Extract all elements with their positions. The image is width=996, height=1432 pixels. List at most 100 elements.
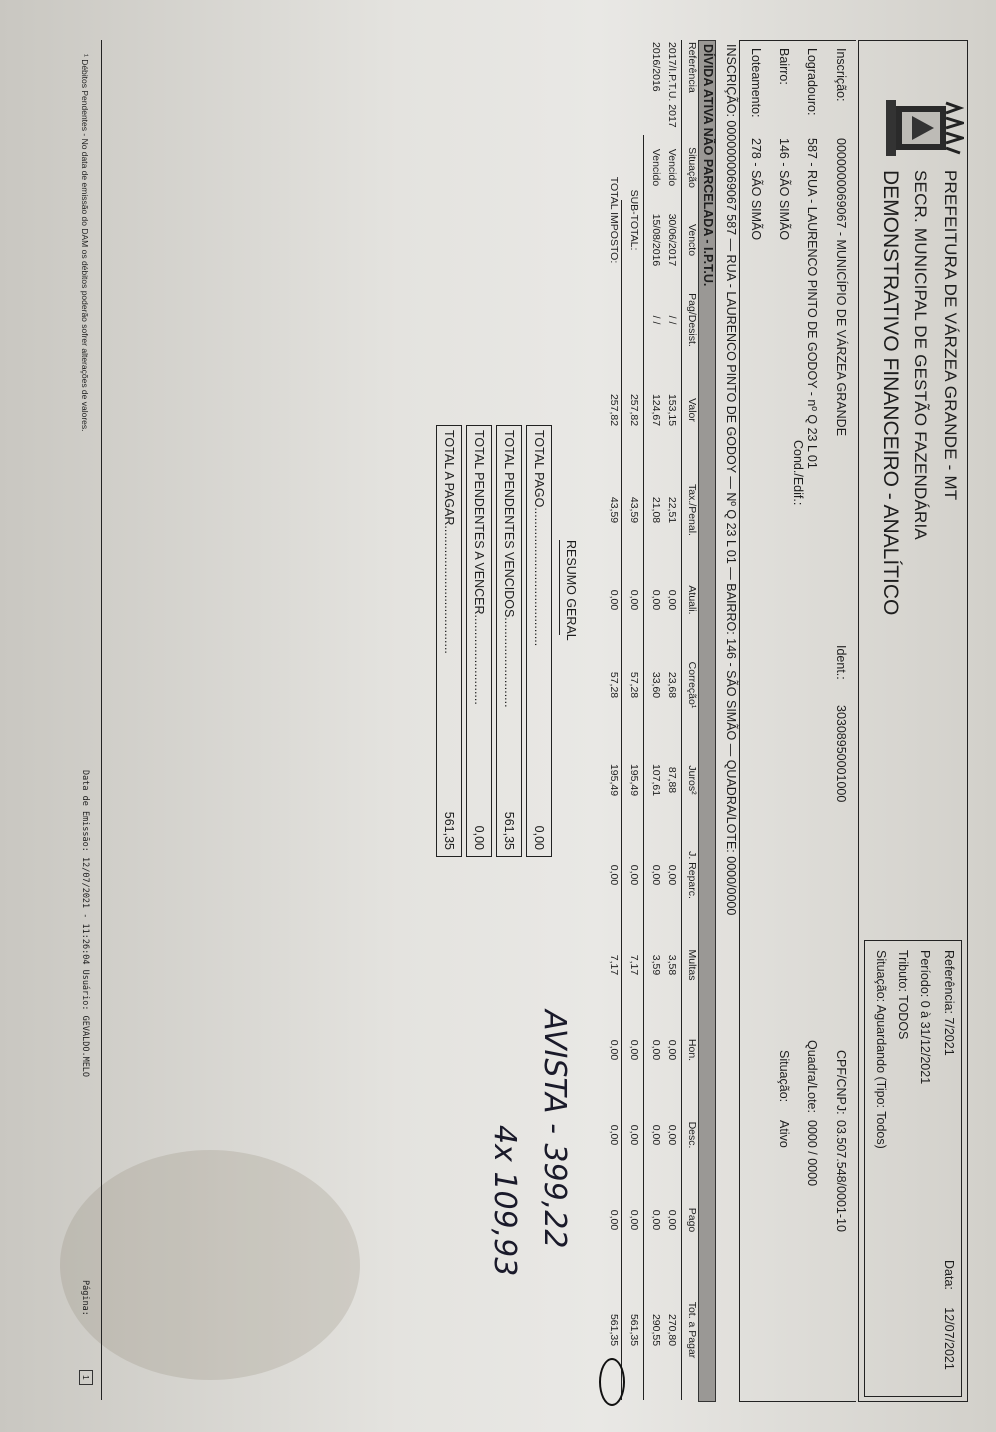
cell-11: 0,00 [608,1039,620,1061]
data-value: 12/07/2021 [942,1307,956,1370]
footer-divider [101,40,102,1400]
cell-14: Tot. a Pagar [686,1301,698,1359]
coffee-stain [60,1150,360,1380]
pagina-label: Página: [80,1280,90,1316]
cell-12: 0,00 [666,1124,678,1146]
cell-12: Desc. [686,1121,698,1149]
situacao-info-value: Ativo [777,1120,791,1148]
cell-11: 0,00 [666,1039,678,1061]
cell-6: Atuali. [686,585,698,615]
cell-13: 0,00 [608,1209,620,1231]
cell-6: 0,00 [628,589,640,611]
municipal-crest-logo [886,100,964,156]
cell-8: 195,49 [628,763,640,797]
cell-1: Situação [686,147,698,188]
handwritten-cash-price: AVISTA - 399,22 [537,1010,572,1249]
cell-14: 290,55 [650,1313,662,1347]
cell-12: 0,00 [628,1124,640,1146]
handwritten-circle [599,1358,625,1406]
page-title: DEMONSTRATIVO FINANCEIRO - ANALÍTICO [879,170,902,616]
logradouro-value: 587 - RUA - LAURENCO PINTO DE GODOY - nº… [805,138,819,469]
cell-8: 87,88 [666,766,678,794]
emissao-info: Data de Emissão: 12/07/2021 - 11:26:04 U… [80,770,90,1078]
quadra-label: Quadra/Lote: [805,1040,819,1113]
cell-0: Referência [686,42,698,93]
cell-8: 107,61 [650,763,662,797]
cell-4: 153,15 [666,393,678,427]
ident-label: Ident.: [834,645,848,680]
cell-1: Vencido [650,148,662,187]
resumo-label: TOTAL PENDENTES VENCIDOS................… [502,430,516,708]
periodo-label: Período: [918,950,932,998]
cell-3: Pag/Desist. [686,293,698,347]
situacao-label: Situação: [874,950,888,1003]
tributo-label: Tributo: [896,950,910,992]
cell-10: Multas [686,949,698,981]
resumo-item: TOTAL PENDENTES VENCIDOS................… [496,425,522,857]
table-row: 2017/I.P.T.U. 2017 Vencido 30/06/2017 / / 15… [663,40,678,1400]
resumo-item: TOTAL PENDENTES A VENCER................… [466,425,492,857]
cell-2: 30/06/2017 [666,213,678,267]
table-header-row: Referência Situação Vencto Pag/Desist. Valor… [683,40,698,1400]
cell-10: 7,17 [628,954,640,976]
cell-0: 2017/I.P.T.U. 2017 [666,42,678,128]
handwritten-installments: 4x 109,93 [487,1125,522,1277]
data-label: Data: [942,1260,956,1290]
total-divider [621,200,622,1400]
cell-3: / / [666,315,678,325]
ident-value: 3030895000100​0 [834,705,848,803]
resumo-value: 0,00 [532,825,546,850]
cell-12: 0,00 [608,1124,620,1146]
pagina-value: 1 [79,1370,93,1385]
document: PREFEITURA DE VÁRZEA GRANDE - MT SECR. M… [22,40,982,1420]
cell-9: 0,00 [608,864,620,886]
cell-11: Hon. [686,1038,698,1062]
cell-9: J. Reparc. [686,851,698,899]
cell-5: 22,51 [666,496,678,524]
cell-2: Vencto [686,223,698,257]
cell-7: Correção¹ [686,661,698,709]
cell-0: 2016/2016 [650,42,662,92]
cell-12: 0,00 [650,1124,662,1146]
cpf-label: CPF/CNPJ: [834,1050,848,1115]
cell-2: 15/08/2016 [650,213,662,267]
cond-label: Cond./Edif.: [791,440,805,506]
cell-0: TOTAL IMPOSTO: [608,176,620,264]
cell-7: 23,68 [666,671,678,699]
inscricao-value: 0000000069067 - MUNICÍPIO DE VÁRZEA GRAN… [834,138,848,437]
cell-11: 0,00 [628,1039,640,1061]
cell-7: 57,28 [628,671,640,699]
situacao-info-label: Situação: [777,1050,791,1103]
cell-4: 257,82 [628,393,640,427]
cell-9: 0,00 [628,864,640,886]
header-line1: PREFEITURA DE VÁRZEA GRANDE - MT [941,170,960,501]
logradouro-label: Logradouro: [805,48,819,116]
resumo-label: TOTAL PENDENTES A VENCER................… [472,430,486,705]
cell-5: 21,08 [650,496,662,524]
cell-8: 195,49 [608,763,620,797]
cell-7: 57,28 [608,671,620,699]
cell-5: Tax./Penal. [686,484,698,536]
table-row: 2016/2016 Vencido 15/08/2016 / / 124,67 21,08… [647,40,662,1400]
cell-4: Valor [686,398,698,422]
situacao-value: Aguardando (Tipo: Todos) [874,1004,888,1149]
footnote: ¹ Débitos Pendentes - No data de emissão… [80,54,90,432]
bairro-value: 146 - SÃO SIMÃO [777,138,791,241]
cell-9: 0,00 [666,864,678,886]
cell-13: Pago [686,1207,698,1233]
cell-13: 0,00 [628,1209,640,1231]
resumo-value: 0,00 [472,825,486,850]
bairro-label: Bairro: [777,48,791,85]
cell-8: Juros² [686,765,698,795]
cell-1: Vencido [666,148,678,187]
cell-6: 0,00 [608,589,620,611]
resumo-underline [559,540,560,635]
resumo-item: TOTAL PAGO..............................… [526,425,552,857]
subtotal-row: SUB-TOTAL: 257,82 43,59 0,00 57,28 195,49 0,00… [625,40,640,1400]
cell-5: 43,59 [608,496,620,524]
cell-10: 3,58 [666,954,678,976]
section-title: DÍVIDA ATIVA NÃO PARCELADA - I.P.T.U. [701,44,715,287]
cpf-value: 03.507.548/0001-10 [834,1120,848,1232]
header-line2: SECR. MUNICIPAL DE GESTÃO FAZENDÁRIA [911,170,930,540]
